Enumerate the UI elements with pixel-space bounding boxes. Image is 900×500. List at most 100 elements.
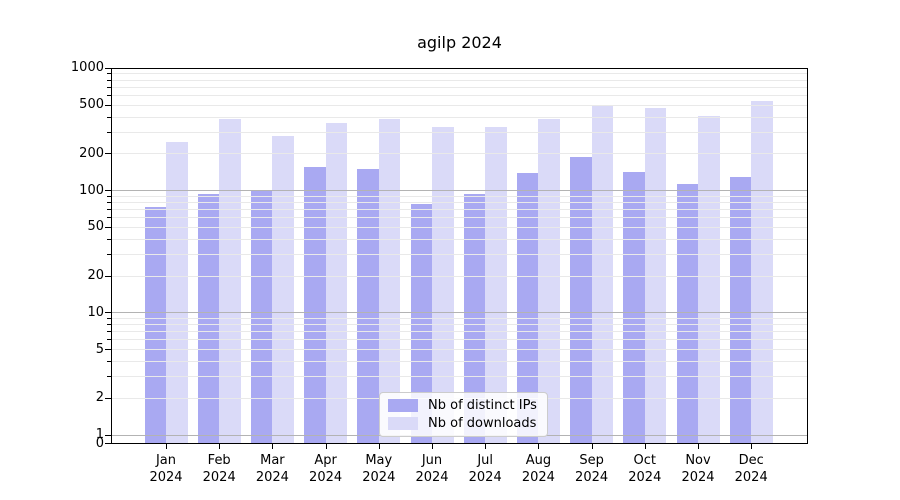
y-tick-label: 10 [87, 304, 104, 320]
x-tick-label: Jul 2024 [468, 452, 502, 485]
y-tick [105, 67, 111, 69]
x-tick [272, 443, 274, 449]
x-tick-label: Feb 2024 [202, 452, 236, 485]
legend-label-downloads: Nb of downloads [428, 416, 537, 431]
bar-downloads-feb [219, 119, 241, 444]
x-tick [591, 443, 593, 449]
grid-line-minor [112, 238, 807, 240]
grid-line-minor [112, 376, 807, 378]
y-tick-label: 500 [79, 97, 104, 113]
grid-line-minor [112, 131, 807, 133]
y-tick-minor [107, 131, 111, 133]
grid-line-minor [112, 217, 807, 219]
bar-downloads-nov [698, 116, 720, 444]
y-tick-minor [107, 73, 111, 75]
x-tick [325, 443, 327, 449]
legend-label-distinct-ips: Nb of distinct IPs [428, 398, 537, 413]
y-tick-label: 2 [95, 390, 104, 406]
y-tick-minor [107, 317, 111, 319]
y-tick [105, 397, 111, 399]
x-tick [166, 443, 167, 449]
grid-line-minor [112, 226, 807, 228]
y-tick-minor [107, 331, 111, 333]
bar-distinct-ips-jul [463, 194, 486, 444]
bar-distinct-ips-mar [250, 190, 273, 444]
x-tick-label: Apr 2024 [309, 452, 343, 485]
x-tick-label: Sep 2024 [575, 452, 609, 485]
bar-downloads-aug [538, 119, 560, 444]
legend: Nb of distinct IPs Nb of downloads [379, 392, 548, 437]
y-tick-minor [107, 95, 111, 96]
y-tick-label: 1000 [70, 60, 104, 76]
grid-line-minor [112, 201, 807, 203]
y-tick-minor [107, 209, 111, 211]
x-tick [751, 443, 753, 449]
bar-downloads-jun [432, 127, 454, 444]
y-tick [105, 349, 111, 351]
y-tick-label: 0 [95, 435, 104, 451]
grid-line-minor [112, 317, 807, 319]
x-tick [219, 443, 221, 449]
y-tick-minor [107, 339, 111, 341]
y-tick-label: 50 [87, 219, 104, 235]
legend-swatch-downloads [388, 417, 418, 430]
chart-title: agilp 2024 [417, 33, 502, 52]
grid-line-major [112, 190, 807, 192]
y-tick-minor [107, 217, 111, 219]
y-tick-minor [107, 376, 111, 378]
y-tick-minor [107, 201, 111, 203]
y-tick [105, 104, 111, 106]
grid-line-minor [112, 349, 807, 351]
grid-line-minor [112, 86, 807, 88]
y-tick-label: 20 [87, 268, 104, 283]
grid-line-minor [112, 275, 807, 277]
y-tick-minor [107, 116, 111, 118]
x-tick-label: Jan 2024 [149, 452, 183, 485]
legend-row-distinct-ips: Nb of distinct IPs [388, 398, 537, 413]
bar-downloads-mar [272, 135, 294, 444]
y-tick [105, 275, 111, 277]
legend-row-downloads: Nb of downloads [388, 416, 537, 431]
grid-line-minor [112, 360, 807, 362]
y-tick-label: 1 [95, 427, 104, 442]
y-tick-minor [107, 79, 111, 81]
y-tick-label: 200 [79, 145, 104, 161]
y-tick-minor [107, 86, 111, 88]
bar-downloads-dec [751, 101, 773, 444]
x-tick [432, 443, 433, 449]
grid-line-minor [112, 195, 807, 197]
grid-line-minor [112, 116, 807, 118]
bar-distinct-ips-feb [197, 194, 220, 444]
bar-distinct-ips-may [357, 168, 379, 444]
bar-downloads-apr [325, 123, 348, 444]
bar-distinct-ips-sep [570, 157, 592, 444]
y-tick-minor [107, 253, 111, 255]
bar-distinct-ips-oct [623, 171, 645, 444]
x-tick-label: Mar 2024 [255, 452, 289, 485]
y-tick [105, 443, 111, 444]
grid-line-major [112, 312, 807, 314]
grid-line-minor [112, 209, 807, 211]
x-tick [378, 443, 380, 449]
x-tick [485, 443, 487, 449]
x-tick [644, 443, 646, 449]
x-tick-label: Oct 2024 [628, 452, 662, 485]
grid-line-minor [112, 153, 807, 155]
grid-line-minor [112, 79, 807, 81]
y-tick-minor [107, 238, 111, 240]
y-tick [105, 226, 111, 228]
grid-line-minor [112, 331, 807, 333]
x-tick-label: Aug 2024 [521, 452, 555, 485]
grid-line-minor [112, 95, 807, 96]
y-tick [105, 434, 111, 436]
y-tick-minor [107, 195, 111, 197]
bar-distinct-ips-aug [516, 173, 539, 444]
bar-distinct-ips-jun [410, 204, 432, 444]
grid-line-minor [112, 324, 807, 326]
x-tick-label: Nov 2024 [681, 452, 715, 485]
grid-line-minor [112, 73, 807, 75]
x-tick-label: Jun 2024 [415, 452, 449, 485]
grid-line-minor [112, 104, 807, 106]
y-tick [105, 153, 111, 155]
